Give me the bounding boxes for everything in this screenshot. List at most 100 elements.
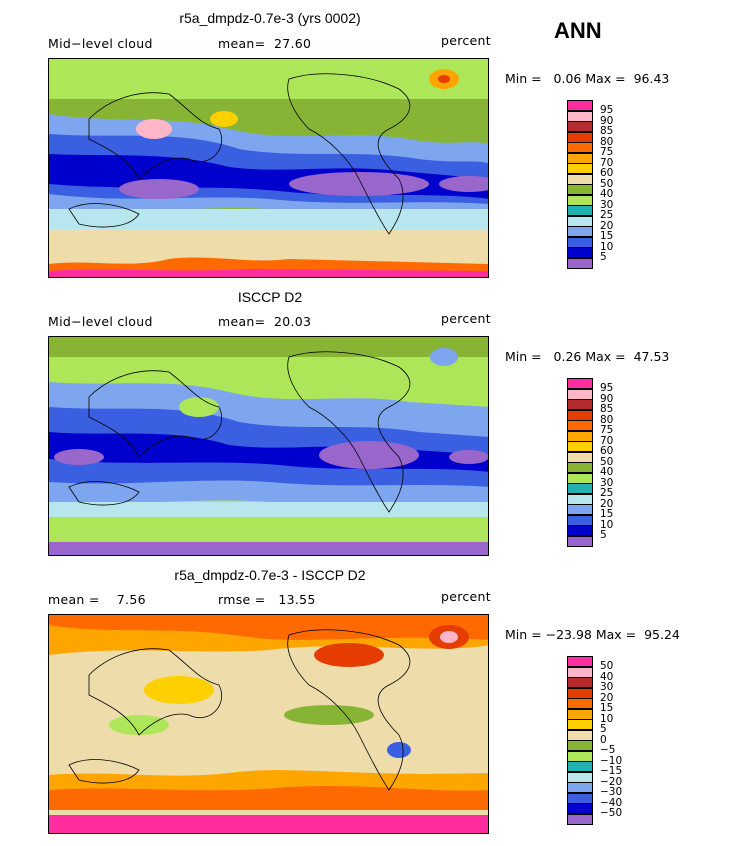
panel-2-map <box>48 336 489 556</box>
panel-3-title: r5a_dmpdz-0.7e-3 - ISCCP D2 <box>174 567 366 583</box>
colorbar-swatch <box>567 152 593 164</box>
colorbar-label: 85 <box>600 125 614 137</box>
colorbar-swatch <box>567 666 593 678</box>
colorbar-label: −15 <box>600 765 623 777</box>
colorbar-label: 80 <box>600 413 614 426</box>
panel-3-minmax: Min = −23.98 Max = 95.24 <box>505 627 680 642</box>
colorbar-swatch <box>567 677 593 688</box>
colorbar-swatch <box>567 525 593 536</box>
colorbar-swatch <box>567 378 593 389</box>
panel-3-units-label: percent <box>441 589 491 604</box>
panel-1-mean-label: mean= 27.60 <box>218 36 312 51</box>
colorbar-label: 30 <box>600 198 614 211</box>
colorbar-label: 40 <box>600 188 614 200</box>
colorbar-swatch <box>567 813 593 825</box>
colorbar-swatch <box>567 184 593 195</box>
colorbar-label: −20 <box>600 775 623 788</box>
colorbar-label: 50 <box>600 455 614 468</box>
colorbar-label: −30 <box>600 786 623 798</box>
panel-1-units-label: percent <box>441 33 491 48</box>
colorbar-swatch <box>567 750 593 762</box>
colorbar-label: 5 <box>600 251 607 263</box>
panel-1-title: r5a_dmpdz-0.7e-3 (yrs 0002) <box>179 10 361 26</box>
colorbar-swatch <box>567 771 593 783</box>
colorbar-label: 90 <box>600 114 614 127</box>
colorbar-label: 50 <box>600 177 614 190</box>
panel-2-mean-label: mean= 20.03 <box>218 314 312 329</box>
colorbar-swatch <box>567 110 593 122</box>
panel-1-minmax: Min = 0.06 Max = 96.43 <box>505 71 670 86</box>
colorbar-label: 85 <box>600 403 614 415</box>
panel-1-variable-label: Mid−level cloud <box>48 36 153 51</box>
colorbar-swatch <box>567 792 593 804</box>
colorbar-swatch <box>567 215 593 227</box>
colorbar-label: 25 <box>600 209 614 221</box>
colorbar-label: 25 <box>600 487 614 499</box>
colorbar-swatch <box>567 420 593 431</box>
colorbar-swatch <box>567 493 593 505</box>
colorbar-label: −10 <box>600 754 623 767</box>
colorbar-label: 75 <box>600 424 614 436</box>
colorbar-swatch <box>567 687 593 699</box>
colorbar-label: −50 <box>600 807 623 819</box>
colorbar-label: 70 <box>600 156 614 169</box>
colorbar-swatch <box>567 226 593 237</box>
colorbar-label: 60 <box>600 167 614 179</box>
colorbar-label: 30 <box>600 476 614 489</box>
colorbar-swatch <box>567 514 593 526</box>
colorbar-label: 20 <box>600 497 614 510</box>
panel-2-units-label: percent <box>441 311 491 326</box>
colorbar-swatch <box>567 173 593 185</box>
panel-2-map-svg <box>49 337 488 555</box>
colorbar-swatch <box>567 205 593 216</box>
colorbar-label: 5 <box>600 723 607 735</box>
colorbar-swatch <box>567 504 593 515</box>
colorbar-label: 10 <box>600 518 614 531</box>
colorbar-label: 15 <box>600 508 614 520</box>
colorbar-label: 95 <box>600 382 614 394</box>
colorbar-swatch <box>567 257 593 269</box>
panel-3-mean-label: mean = 7.56 <box>48 592 146 607</box>
colorbar-swatch <box>567 163 593 174</box>
colorbar-label: 15 <box>600 230 614 242</box>
colorbar-swatch <box>567 782 593 793</box>
colorbar-swatch <box>567 430 593 442</box>
colorbar-label: 10 <box>600 240 614 253</box>
colorbar-swatch <box>567 388 593 400</box>
colorbar-label: 95 <box>600 104 614 116</box>
colorbar-swatch <box>567 719 593 730</box>
colorbar-swatch <box>567 100 593 111</box>
colorbar-label: 15 <box>600 702 614 714</box>
colorbar-swatch <box>567 472 593 484</box>
colorbar-swatch <box>567 462 593 473</box>
colorbar-swatch <box>567 729 593 741</box>
colorbar-swatch <box>567 236 593 248</box>
colorbar-label: 80 <box>600 135 614 148</box>
panel-3-map <box>48 614 489 834</box>
colorbar-label: 5 <box>600 529 607 541</box>
colorbar-label: 10 <box>600 712 614 725</box>
colorbar-swatch <box>567 483 593 494</box>
season-label: ANN <box>554 18 602 43</box>
colorbar-swatch <box>567 451 593 463</box>
colorbar-label: −40 <box>600 796 623 809</box>
colorbar-swatch <box>567 121 593 132</box>
colorbar-label: 90 <box>600 392 614 405</box>
colorbar-swatch <box>567 740 593 751</box>
colorbar-swatch <box>567 131 593 143</box>
panel-1-map-svg <box>49 59 488 277</box>
colorbar-swatch <box>567 761 593 772</box>
colorbar-label: 20 <box>600 691 614 704</box>
colorbar-label: −5 <box>600 744 616 756</box>
colorbar-label: 50 <box>600 660 614 672</box>
colorbar-swatch <box>567 708 593 720</box>
colorbar-label: 75 <box>600 146 614 158</box>
colorbar-label: 30 <box>600 681 614 693</box>
colorbar-swatch <box>567 441 593 452</box>
colorbar-swatch <box>567 656 593 667</box>
colorbar-label: 40 <box>600 466 614 478</box>
colorbar-swatch <box>567 535 593 547</box>
colorbar-swatch <box>567 803 593 814</box>
colorbar-swatch <box>567 247 593 258</box>
colorbar-label: 70 <box>600 434 614 447</box>
